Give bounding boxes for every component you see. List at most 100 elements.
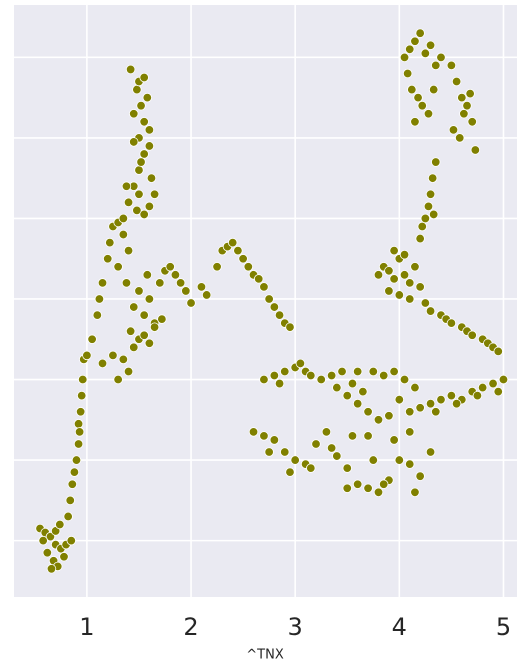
- point: [436, 52, 446, 63]
- point: [259, 374, 269, 385]
- point: [446, 318, 457, 328]
- point: [59, 552, 69, 562]
- point: [493, 346, 503, 357]
- point: [75, 407, 86, 417]
- point: [264, 447, 274, 457]
- point: [76, 390, 87, 401]
- point: [82, 350, 92, 361]
- point: [144, 294, 155, 304]
- point: [394, 290, 405, 300]
- point: [451, 398, 462, 409]
- point: [73, 419, 84, 429]
- point: [290, 455, 300, 465]
- point: [149, 322, 160, 332]
- point: [121, 278, 132, 288]
- point: [488, 378, 498, 389]
- point: [455, 133, 465, 143]
- point: [118, 213, 129, 224]
- point: [405, 278, 415, 288]
- point: [46, 564, 57, 574]
- point: [410, 487, 420, 497]
- point: [472, 390, 483, 401]
- point: [498, 374, 509, 385]
- point: [71, 455, 82, 465]
- point: [134, 286, 144, 296]
- x-tick-label: 3: [288, 613, 303, 641]
- point: [92, 310, 103, 320]
- point: [326, 443, 337, 453]
- point: [363, 407, 373, 417]
- point: [74, 427, 85, 437]
- point: [373, 270, 384, 280]
- point: [428, 209, 439, 220]
- point: [306, 370, 316, 381]
- point: [134, 165, 144, 175]
- point: [431, 407, 441, 417]
- point: [477, 382, 488, 393]
- point: [451, 76, 462, 87]
- point: [384, 286, 394, 296]
- point: [125, 64, 136, 75]
- point: [243, 262, 254, 272]
- point: [342, 390, 352, 401]
- point: [425, 40, 436, 50]
- point: [259, 431, 269, 441]
- point: [378, 370, 389, 381]
- point: [103, 254, 113, 264]
- point: [78, 374, 88, 385]
- point: [144, 338, 155, 348]
- point: [347, 378, 358, 389]
- point: [196, 282, 207, 292]
- point: [448, 125, 459, 135]
- point: [389, 274, 399, 284]
- point: [423, 109, 434, 119]
- point: [347, 431, 358, 441]
- point: [97, 278, 108, 288]
- point: [227, 237, 238, 248]
- point: [132, 205, 142, 216]
- point: [417, 221, 427, 232]
- x-tick-label: 1: [79, 613, 94, 641]
- point: [285, 467, 295, 477]
- point: [363, 483, 373, 493]
- point: [417, 100, 427, 111]
- point: [201, 290, 212, 300]
- point: [378, 479, 389, 489]
- point: [248, 427, 259, 437]
- point: [132, 84, 142, 95]
- point: [269, 370, 280, 381]
- point: [66, 535, 76, 546]
- point: [342, 463, 352, 473]
- point: [413, 92, 423, 103]
- point: [264, 294, 274, 304]
- point: [67, 479, 78, 489]
- point: [136, 157, 146, 167]
- point: [181, 286, 191, 296]
- point: [254, 274, 264, 284]
- point: [493, 386, 503, 397]
- point: [446, 60, 457, 71]
- point: [436, 394, 446, 405]
- point: [399, 52, 410, 63]
- point: [63, 511, 73, 522]
- point: [113, 262, 123, 272]
- point: [352, 398, 363, 409]
- point: [55, 519, 65, 530]
- point: [352, 366, 363, 377]
- point: [142, 270, 153, 280]
- x-tick-label: 4: [392, 613, 407, 641]
- point: [139, 209, 149, 220]
- point: [306, 463, 316, 473]
- point: [402, 68, 413, 79]
- point: [467, 117, 477, 127]
- point: [269, 302, 280, 312]
- point: [274, 378, 285, 389]
- point: [358, 386, 368, 397]
- point: [295, 358, 306, 369]
- point: [337, 366, 347, 377]
- point: [105, 237, 115, 248]
- point: [238, 254, 248, 264]
- point: [373, 487, 384, 497]
- point: [410, 262, 420, 272]
- point: [389, 435, 399, 445]
